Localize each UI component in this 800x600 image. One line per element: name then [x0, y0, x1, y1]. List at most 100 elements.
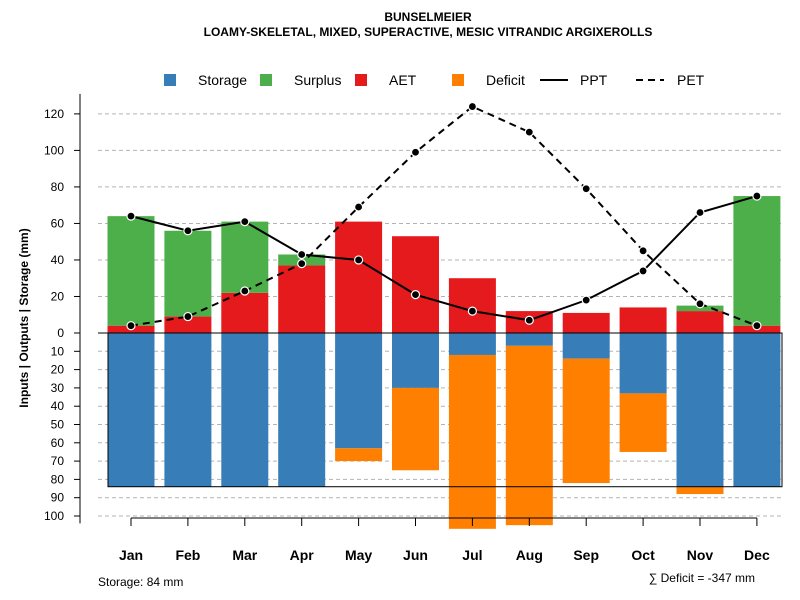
ppt-line-point-aug — [524, 315, 534, 325]
bars-group — [98, 196, 783, 529]
legend: Storage Surplus AET Deficit PPT PET — [164, 72, 705, 88]
lines-group — [126, 101, 762, 331]
y-tick-label-bottom-70: 70 — [51, 454, 65, 468]
y-tick-label-bottom-50: 50 — [51, 418, 65, 432]
y-tick-label-bottom-90: 90 — [51, 491, 65, 505]
storage-bar-mar — [221, 333, 269, 487]
ppt-line-point-mar — [240, 217, 250, 227]
pet-line-point-aug — [524, 127, 534, 137]
x-tick-label-dec: Dec — [744, 547, 770, 563]
legend-surplus-swatch — [260, 74, 272, 86]
pet-line-point-nov — [695, 299, 705, 309]
ppt-line-point-nov — [695, 207, 705, 218]
deficit-sum-footnote: ∑ Deficit = -347 mm — [649, 571, 755, 585]
deficit-bar-nov — [676, 486, 724, 495]
pet-line-point-jan — [126, 321, 136, 331]
ppt-line — [130, 195, 758, 322]
y-tick-label-top-60: 60 — [51, 216, 65, 230]
axes-group: 0 20 40 60 80 100 120 10 20 30 40 50 60 70 80 90 100 Jan F… — [44, 93, 770, 563]
storage-bar-apr — [278, 333, 326, 487]
x-tick-label-sep: Sep — [573, 547, 599, 563]
y-axis-label: Inputs | Outputs | Storage (mm) — [17, 228, 31, 407]
x-tick-label-aug: Aug — [516, 547, 543, 563]
aet-bar-nov — [676, 311, 724, 333]
deficit-bar-jun — [392, 387, 439, 471]
ppt-line-point-oct — [638, 266, 648, 276]
pet-line-point-jun — [410, 147, 421, 157]
y-tick-label-bottom-20: 20 — [51, 363, 65, 377]
deficit-bar-oct — [619, 393, 667, 452]
surplus-bar-dec — [733, 196, 781, 326]
aet-bar-may — [335, 221, 383, 333]
deficit-bar-jul — [448, 354, 496, 529]
legend-deficit-label: Deficit — [486, 72, 525, 88]
legend-aet-swatch — [355, 74, 367, 86]
ppt-line-point-may — [354, 255, 364, 265]
storage-bar-may — [335, 333, 383, 449]
legend-aet-label: AET — [389, 72, 417, 88]
ppt-line-point-apr — [297, 249, 307, 260]
y-tick-label-bottom-100: 100 — [44, 509, 64, 523]
x-tick-label-may: May — [345, 547, 372, 563]
aet-bar-sep — [562, 312, 610, 333]
deficit-bar-aug — [505, 345, 553, 526]
chart-title: BUNSELMEIER — [384, 10, 472, 24]
pet-line-point-apr — [297, 259, 307, 269]
deficit-bar-may — [335, 448, 383, 462]
x-tick-label-jul: Jul — [462, 547, 482, 563]
y-tick-label-bottom-60: 60 — [51, 436, 65, 450]
deficit-bar-sep — [562, 358, 610, 484]
storage-bar-jul — [448, 333, 496, 355]
x-tick-label-mar: Mar — [232, 547, 257, 563]
pet-line-point-dec — [752, 321, 762, 331]
aet-bar-apr — [278, 265, 326, 333]
x-tick-label-jan: Jan — [119, 547, 143, 563]
storage-bar-jan — [107, 333, 155, 487]
storage-bar-feb — [164, 333, 212, 487]
aet-bar-oct — [619, 307, 667, 333]
x-tick-label-apr: Apr — [290, 547, 315, 563]
surplus-bar-mar — [221, 221, 269, 293]
pet-line-point-jul — [467, 101, 477, 112]
surplus-bar-jan — [107, 216, 155, 326]
y-tick-label-bottom-10: 10 — [51, 344, 65, 358]
pet-line-point-may — [354, 202, 364, 212]
x-tick-label-oct: Oct — [631, 547, 655, 563]
y-tick-label-top-40: 40 — [51, 253, 65, 267]
legend-ppt-label: PPT — [580, 72, 608, 88]
surplus-bar-feb — [164, 230, 212, 317]
ppt-line-point-feb — [183, 226, 193, 236]
pet-line-point-feb — [183, 311, 193, 322]
y-tick-label-top-100: 100 — [44, 143, 64, 157]
x-tick-label-nov: Nov — [687, 547, 714, 563]
aet-bar-mar — [221, 292, 269, 333]
pet-line — [130, 105, 758, 327]
x-tick-label-jun: Jun — [403, 547, 428, 563]
pet-line-point-sep — [581, 184, 591, 194]
legend-storage-label: Storage — [198, 72, 247, 88]
ppt-line-point-jan — [126, 211, 136, 221]
y-tick-label-top-120: 120 — [44, 107, 64, 121]
storage-bar-aug — [505, 333, 553, 346]
x-tick-label-feb: Feb — [175, 547, 200, 563]
y-tick-label-top-20: 20 — [51, 289, 65, 303]
ppt-line-point-jun — [410, 290, 421, 300]
storage-bar-nov — [676, 333, 724, 487]
y-tick-label-bottom-40: 40 — [51, 399, 65, 413]
chart-subtitle: LOAMY-SKELETAL, MIXED, SUPERACTIVE, MESI… — [204, 25, 653, 39]
legend-storage-swatch — [164, 74, 176, 86]
storage-bar-oct — [619, 333, 667, 394]
gridlines — [98, 113, 782, 517]
legend-pet-label: PET — [677, 72, 705, 88]
ppt-line-point-jul — [467, 306, 477, 316]
pet-line-point-mar — [240, 286, 250, 296]
y-tick-label-bottom-30: 30 — [51, 381, 65, 395]
legend-deficit-swatch — [452, 74, 464, 86]
storage-bar-dec — [733, 333, 781, 487]
ppt-line-point-sep — [581, 295, 591, 305]
y-tick-label-bottom-80: 80 — [51, 472, 65, 486]
ppt-line-point-dec — [752, 191, 762, 201]
storage-bar-jun — [392, 333, 439, 388]
pet-line-point-oct — [638, 246, 648, 256]
